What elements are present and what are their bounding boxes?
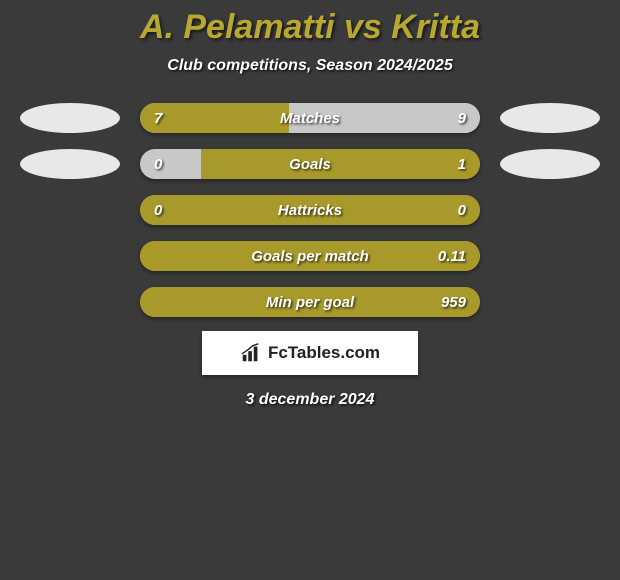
stat-row: 79Matches <box>0 103 620 133</box>
chart-bar-icon <box>240 342 262 364</box>
stat-bar: 79Matches <box>140 103 480 133</box>
stat-label: Matches <box>140 103 480 133</box>
logo-box: FcTables.com <box>202 331 418 375</box>
logo-text: FcTables.com <box>268 343 380 363</box>
stat-bar: 0.11Goals per match <box>140 241 480 271</box>
player-right-badge <box>500 149 600 179</box>
stat-label: Goals per match <box>140 241 480 271</box>
stat-row: 0.11Goals per match <box>0 241 620 271</box>
stat-label: Min per goal <box>140 287 480 317</box>
stat-label: Hattricks <box>140 195 480 225</box>
stats-block: 79Matches 01Goals 00Hattricks 0.11Goals per… <box>0 103 620 317</box>
stat-row: 959Min per goal <box>0 287 620 317</box>
page-subtitle: Club competitions, Season 2024/2025 <box>167 57 452 75</box>
page-title: A. Pelamatti vs Kritta <box>140 8 480 47</box>
player-right-badge <box>500 103 600 133</box>
comparison-infographic: A. Pelamatti vs Kritta Club competitions… <box>0 0 620 409</box>
player-left-badge <box>20 103 120 133</box>
stat-bar: 959Min per goal <box>140 287 480 317</box>
stat-label: Goals <box>140 149 480 179</box>
player-left-badge <box>20 149 120 179</box>
stat-row: 01Goals <box>0 149 620 179</box>
stat-bar: 00Hattricks <box>140 195 480 225</box>
stat-bar: 01Goals <box>140 149 480 179</box>
stat-row: 00Hattricks <box>0 195 620 225</box>
date-text: 3 december 2024 <box>246 391 375 409</box>
